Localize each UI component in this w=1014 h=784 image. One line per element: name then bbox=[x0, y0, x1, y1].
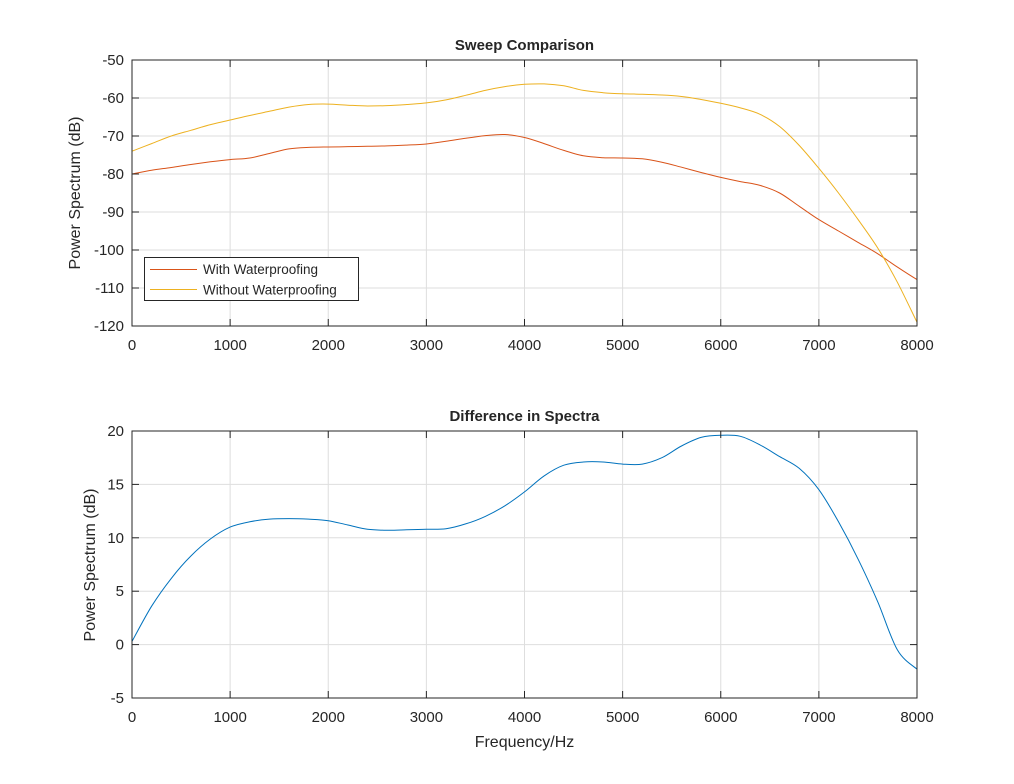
x-tick-label: 8000 bbox=[900, 337, 933, 354]
x-tick-label: 7000 bbox=[802, 709, 835, 726]
tick-labels: 0 1000 2000 3000 4000 5000 6000 7000 8000-505101… bbox=[107, 423, 933, 726]
y-tick-label: -100 bbox=[94, 242, 124, 259]
x-tick-label: 2000 bbox=[312, 337, 345, 354]
series-line-difference bbox=[131, 434, 918, 670]
x-tick-label: 4000 bbox=[508, 709, 541, 726]
y-tick-label: -70 bbox=[102, 128, 124, 145]
x-tick-label: 1000 bbox=[213, 337, 246, 354]
legend-label-with-waterproofing: With Waterproofing bbox=[203, 262, 318, 277]
x-tick-label: 0 bbox=[128, 337, 136, 354]
y-axis-label: Power Spectrum (dB) bbox=[67, 117, 84, 270]
y-tick-label: -120 bbox=[94, 318, 124, 335]
tick-labels: 0 1000 2000 3000 4000 5000 6000 7000 8000 -120 -11… bbox=[94, 52, 934, 354]
y-tick-label: 15 bbox=[107, 476, 124, 493]
series-lines bbox=[131, 434, 918, 670]
difference-in-spectra-axes: 0 1000 2000 3000 4000 5000 6000 7000 8000-505101… bbox=[82, 408, 934, 751]
y-tick-label: 20 bbox=[107, 423, 124, 440]
sweep-comparison-axes: 0 1000 2000 3000 4000 5000 6000 7000 8000 -120 -11… bbox=[67, 37, 934, 354]
legend: With Waterproofing Without Waterproofing bbox=[144, 257, 359, 301]
x-tick-label: 5000 bbox=[606, 709, 639, 726]
chart-title: Difference in Spectra bbox=[449, 408, 600, 425]
y-tick-label: 5 bbox=[116, 583, 124, 600]
x-axis-label: Frequency/Hz bbox=[475, 734, 575, 751]
x-tick-label: 3000 bbox=[410, 337, 443, 354]
y-axis-label: Power Spectrum (dB) bbox=[82, 489, 99, 642]
legend-label-without-waterproofing: Without Waterproofing bbox=[203, 283, 337, 298]
x-tick-label: 6000 bbox=[704, 337, 737, 354]
x-tick-label: 7000 bbox=[802, 337, 835, 354]
series-lines bbox=[131, 83, 918, 323]
y-tick-label: -60 bbox=[102, 90, 124, 107]
y-tick-label: -90 bbox=[102, 204, 124, 221]
x-tick-label: 1000 bbox=[213, 709, 246, 726]
x-tick-label: 2000 bbox=[312, 709, 345, 726]
x-tick-label: 3000 bbox=[410, 709, 443, 726]
x-tick-label: 6000 bbox=[704, 709, 737, 726]
series-line-with-waterproofing bbox=[131, 133, 918, 281]
y-tick-label: 0 bbox=[116, 637, 124, 654]
legend-box bbox=[144, 257, 359, 301]
y-tick-label: -80 bbox=[102, 166, 124, 183]
y-tick-label: -110 bbox=[95, 280, 124, 297]
x-tick-label: 5000 bbox=[606, 337, 639, 354]
y-tick-label: -5 bbox=[111, 690, 124, 707]
x-tick-label: 8000 bbox=[900, 709, 933, 726]
y-tick-label: -50 bbox=[102, 52, 124, 69]
series-line-without-waterproofing bbox=[131, 83, 918, 323]
grid-lines bbox=[132, 431, 917, 698]
y-tick-label: 10 bbox=[107, 530, 124, 547]
chart-title: Sweep Comparison bbox=[455, 37, 594, 54]
x-tick-label: 4000 bbox=[508, 337, 541, 354]
x-tick-label: 0 bbox=[128, 709, 136, 726]
